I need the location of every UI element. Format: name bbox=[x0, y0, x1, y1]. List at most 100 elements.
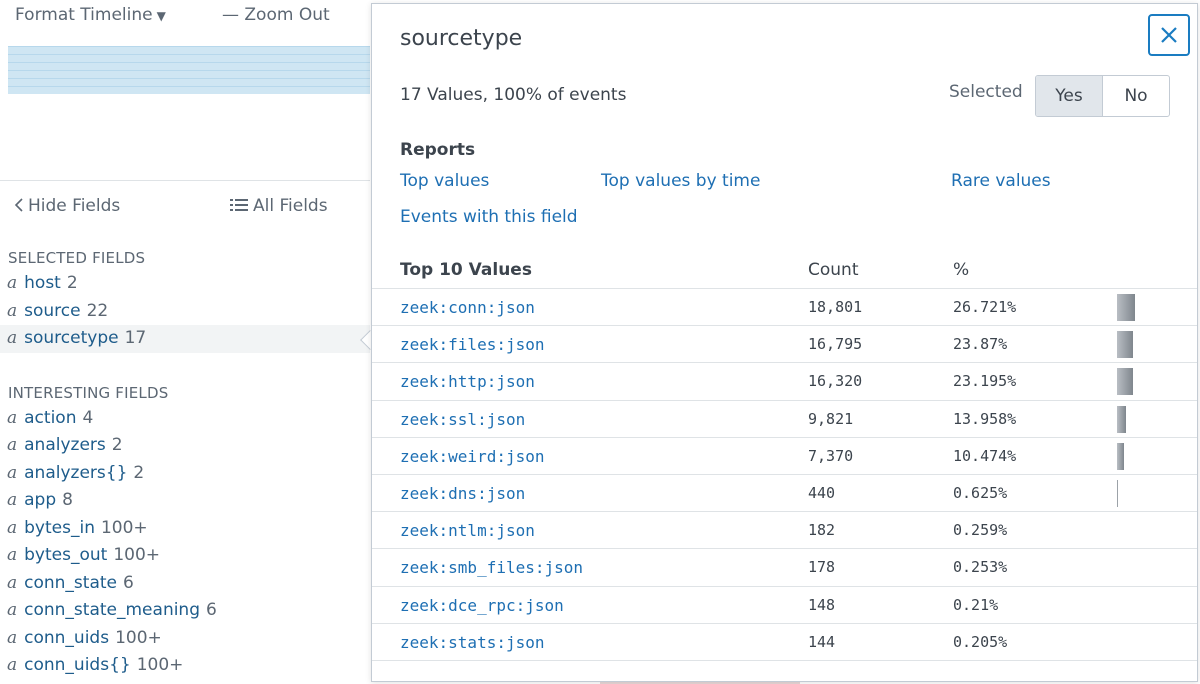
field-name: bytes_in bbox=[24, 517, 95, 538]
reports-heading: Reports bbox=[400, 140, 476, 160]
table-row: zeek:ssl:json 9,821 13.958% bbox=[372, 401, 1197, 438]
field-count: 22 bbox=[86, 300, 109, 321]
field-type-icon: a bbox=[7, 435, 18, 455]
field-type-icon: a bbox=[7, 655, 18, 675]
field-count: 17 bbox=[124, 328, 147, 348]
field-item-source[interactable]: a source 22 bbox=[0, 298, 370, 326]
row-value-link[interactable]: zeek:ntlm:json bbox=[400, 521, 535, 541]
field-name: source bbox=[24, 300, 81, 321]
selected-no-button[interactable]: No bbox=[1124, 86, 1148, 106]
timeline-chart[interactable] bbox=[8, 46, 370, 94]
field-count: 100+ bbox=[136, 655, 184, 675]
hide-fields-label: Hide Fields bbox=[28, 196, 121, 216]
field-type-icon: a bbox=[7, 462, 18, 483]
row-count: 7,370 bbox=[808, 446, 854, 465]
field-name: analyzers bbox=[24, 435, 106, 455]
top-values-link[interactable]: Top values bbox=[400, 171, 490, 191]
top-values-table: Top 10 Values Count % zeek:conn:json 18,8… bbox=[372, 258, 1197, 661]
row-percent: 23.87% bbox=[953, 335, 1008, 354]
timeline-toolbar: Format Timeline ▼ — Zoom Out bbox=[0, 0, 370, 36]
row-count: 16,320 bbox=[808, 372, 863, 391]
field-item-app[interactable]: a app 8 bbox=[0, 487, 370, 515]
divider bbox=[0, 180, 370, 181]
field-count: 8 bbox=[62, 490, 73, 510]
format-timeline-button[interactable]: Format Timeline ▼ bbox=[15, 5, 166, 25]
values-summary: 17 Values, 100% of events bbox=[400, 85, 627, 105]
row-value-link[interactable]: zeek:stats:json bbox=[400, 632, 545, 652]
table-header: Top 10 Values Count % bbox=[372, 258, 1197, 289]
selected-yes-button[interactable]: Yes bbox=[1036, 76, 1103, 116]
field-name: app bbox=[24, 490, 57, 510]
field-item-conn-state[interactable]: a conn_state 6 bbox=[0, 570, 370, 598]
table-row: zeek:weird:json 7,370 10.474% bbox=[372, 438, 1197, 475]
row-bar-cell bbox=[1117, 331, 1137, 359]
events-with-field-link[interactable]: Events with this field bbox=[400, 207, 578, 227]
field-item-bytes-out[interactable]: a bytes_out 100+ bbox=[0, 542, 370, 570]
row-bar-cell bbox=[1117, 294, 1137, 321]
field-name: action bbox=[24, 407, 77, 428]
all-fields-button[interactable]: All Fields bbox=[230, 196, 328, 216]
field-item-host[interactable]: a host 2 bbox=[0, 270, 370, 298]
row-count: 440 bbox=[808, 483, 836, 502]
selected-toggle: Yes No bbox=[1035, 75, 1170, 117]
fields-sidebar: SELECTED FIELDS a host 2 a source 22 a source… bbox=[0, 246, 370, 680]
row-value-link[interactable]: zeek:dns:json bbox=[400, 483, 526, 503]
field-item-bytes-in[interactable]: a bytes_in 100+ bbox=[0, 515, 370, 543]
row-value-link[interactable]: zeek:smb_files:json bbox=[400, 558, 584, 578]
field-item-analyzers-array[interactable]: a analyzers{} 2 bbox=[0, 460, 370, 488]
field-item-action[interactable]: a action 4 bbox=[0, 405, 370, 433]
row-count: 18,801 bbox=[808, 298, 863, 316]
row-bar-cell bbox=[1117, 405, 1137, 433]
interesting-fields-list: a action 4 a analyzers 2 a analyzers{} 2 a app 8… bbox=[0, 405, 370, 680]
field-name: sourcetype bbox=[24, 328, 119, 348]
fields-toolbar: Hide Fields All Fields bbox=[0, 196, 370, 222]
field-summary-popup: sourcetype 17 Values, 100% of events Sel… bbox=[371, 3, 1198, 682]
row-count: 148 bbox=[808, 595, 836, 614]
field-type-icon: a bbox=[7, 273, 18, 293]
row-value-link[interactable]: zeek:weird:json bbox=[400, 446, 545, 466]
close-button[interactable] bbox=[1148, 14, 1190, 56]
field-item-conn-uids[interactable]: a conn_uids 100+ bbox=[0, 625, 370, 653]
field-type-icon: a bbox=[7, 517, 18, 538]
selected-fields-list: a host 2 a source 22 a sourcetype 17 bbox=[0, 270, 370, 353]
field-name: conn_state_meaning bbox=[24, 600, 201, 620]
table-body: zeek:conn:json 18,801 26.721% zeek:files:js… bbox=[372, 289, 1197, 661]
table-row: zeek:files:json 16,795 23.87% bbox=[372, 326, 1197, 364]
top-values-by-time-link[interactable]: Top values by time bbox=[601, 171, 761, 191]
col-header-count: Count bbox=[808, 260, 859, 280]
table-row: zeek:conn:json 18,801 26.721% bbox=[372, 289, 1197, 327]
field-name: conn_uids bbox=[24, 627, 110, 648]
row-bar-cell bbox=[1117, 629, 1137, 656]
row-percent: 0.205% bbox=[953, 632, 1008, 651]
row-bar-cell bbox=[1117, 592, 1137, 619]
field-item-sourcetype[interactable]: a sourcetype 17 bbox=[0, 325, 370, 353]
col-header-pct: % bbox=[953, 260, 970, 280]
field-item-conn-state-meaning[interactable]: a conn_state_meaning 6 bbox=[0, 597, 370, 625]
selected-fields-heading: SELECTED FIELDS bbox=[8, 249, 146, 267]
row-count: 16,795 bbox=[808, 335, 863, 354]
row-bar-cell bbox=[1117, 442, 1137, 470]
row-bar-cell bbox=[1117, 479, 1137, 507]
close-icon bbox=[1161, 27, 1177, 43]
field-count: 6 bbox=[206, 600, 217, 620]
field-item-conn-uids-array[interactable]: a conn_uids{} 100+ bbox=[0, 652, 370, 680]
row-percent: 23.195% bbox=[953, 372, 1017, 391]
percent-bar bbox=[1117, 479, 1118, 507]
row-value-link[interactable]: zeek:dce_rpc:json bbox=[400, 595, 564, 615]
row-value-link[interactable]: zeek:http:json bbox=[400, 372, 535, 392]
percent-bar bbox=[1117, 368, 1133, 396]
row-percent: 0.253% bbox=[953, 558, 1008, 577]
rare-values-link[interactable]: Rare values bbox=[951, 171, 1051, 191]
row-value-link[interactable]: zeek:files:json bbox=[400, 335, 545, 355]
field-count: 100+ bbox=[100, 517, 148, 538]
interesting-fields-heading: INTERESTING FIELDS bbox=[8, 383, 169, 402]
field-count: 100+ bbox=[115, 627, 162, 648]
zoom-out-button[interactable]: — Zoom Out bbox=[222, 5, 330, 25]
row-value-link[interactable]: zeek:conn:json bbox=[400, 298, 535, 317]
hide-fields-button[interactable]: Hide Fields bbox=[14, 196, 120, 216]
row-bar-cell bbox=[1117, 368, 1137, 396]
field-item-analyzers[interactable]: a analyzers 2 bbox=[0, 432, 370, 460]
popup-title: sourcetype bbox=[400, 26, 523, 51]
row-value-link[interactable]: zeek:ssl:json bbox=[400, 409, 526, 429]
table-row: zeek:smb_files:json 178 0.253% bbox=[372, 549, 1197, 587]
